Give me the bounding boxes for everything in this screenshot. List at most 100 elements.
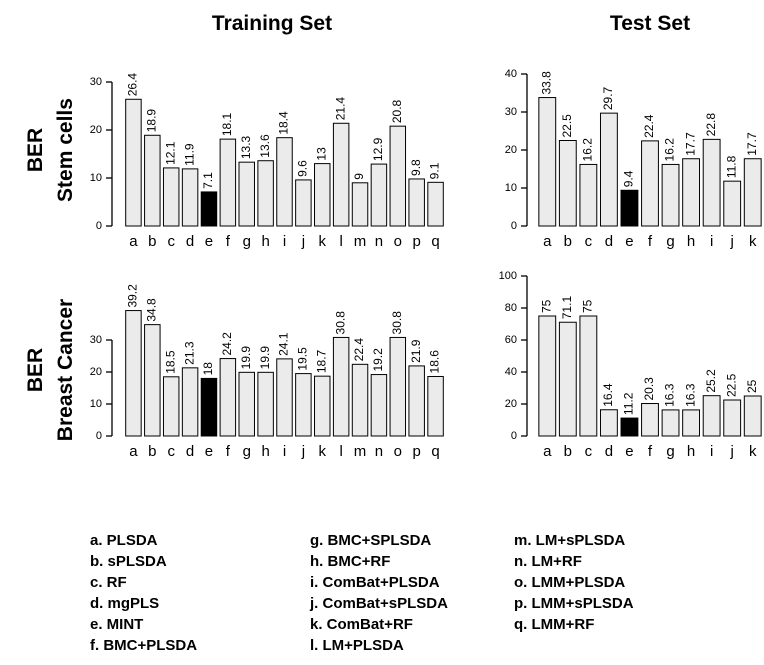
x-tick-label: a xyxy=(543,443,552,460)
row-title: BER xyxy=(24,128,47,172)
bar xyxy=(162,376,180,437)
value-label: 20.8 xyxy=(390,99,404,123)
bar xyxy=(125,98,142,227)
value-label: 16.3 xyxy=(663,383,677,407)
x-tick-label: c xyxy=(585,443,593,460)
value-label: 16.4 xyxy=(601,383,615,407)
legend-item: h. BMC+RF xyxy=(310,553,390,570)
x-tick-label: j xyxy=(730,233,734,250)
y-tick-label: 30 xyxy=(90,76,102,88)
value-label: 26.4 xyxy=(126,73,140,97)
value-label: 13.3 xyxy=(239,135,253,159)
bar xyxy=(599,409,618,437)
x-tick-label: c xyxy=(585,233,593,250)
x-tick-label: j xyxy=(301,443,305,460)
x-tick-label: m xyxy=(354,233,367,250)
x-tick-label: j xyxy=(730,443,734,460)
bar xyxy=(238,161,255,227)
value-label: 9.8 xyxy=(409,159,423,176)
value-label: 18.5 xyxy=(163,350,177,374)
bar xyxy=(389,125,407,227)
x-tick-label: p xyxy=(413,233,421,250)
legend-item: o. LMM+PLSDA xyxy=(514,574,625,591)
x-tick-label: k xyxy=(319,443,327,460)
row-subtitle: Breast Cancer xyxy=(54,299,77,441)
bar xyxy=(723,399,742,437)
bar xyxy=(389,336,407,437)
value-label: 18.1 xyxy=(220,112,234,136)
bar xyxy=(295,179,312,227)
value-label: 30.8 xyxy=(390,311,404,335)
legend-item: j. ComBat+sPLSDA xyxy=(309,595,448,612)
x-tick-label: i xyxy=(283,443,286,460)
x-tick-label: m xyxy=(354,443,367,460)
legend-item: l. LM+PLSDA xyxy=(310,637,404,654)
y-tick-label: 40 xyxy=(505,366,517,378)
bar xyxy=(427,181,444,227)
value-label: 71.1 xyxy=(560,296,574,320)
x-tick-label: b xyxy=(564,443,572,460)
bar xyxy=(219,358,237,437)
x-tick-label: h xyxy=(687,443,695,460)
y-tick-label: 30 xyxy=(90,334,102,346)
bar xyxy=(538,315,557,437)
legend-item: b. sPLSDA xyxy=(90,553,167,570)
bar xyxy=(181,367,199,437)
value-label: 11.9 xyxy=(182,143,196,166)
x-tick-label: k xyxy=(749,233,757,250)
bar xyxy=(427,375,444,437)
value-label: 12.1 xyxy=(163,141,177,165)
value-label: 18 xyxy=(201,362,215,376)
value-label: 16.2 xyxy=(581,138,595,162)
value-label: 30.8 xyxy=(333,311,347,335)
bar xyxy=(579,315,598,437)
value-label: 24.2 xyxy=(220,332,234,356)
value-label: 9.6 xyxy=(296,160,310,177)
x-tick-label: d xyxy=(186,443,194,460)
x-tick-label: d xyxy=(186,233,194,250)
bar xyxy=(144,324,161,437)
x-tick-label: d xyxy=(605,233,613,250)
value-label: 13 xyxy=(314,147,328,161)
x-tick-label: h xyxy=(687,233,695,250)
bar xyxy=(200,377,218,437)
bar xyxy=(332,336,350,437)
x-tick-label: e xyxy=(625,233,633,250)
y-tick-label: 10 xyxy=(505,182,517,194)
value-label: 21.4 xyxy=(333,97,347,121)
value-label: 39.2 xyxy=(126,284,140,308)
value-label: 34.8 xyxy=(144,298,158,322)
x-tick-label: n xyxy=(375,443,383,460)
x-tick-label: n xyxy=(375,233,383,250)
value-label: 11.2 xyxy=(622,392,636,415)
x-tick-label: g xyxy=(666,233,674,250)
x-tick-label: f xyxy=(226,233,231,250)
value-label: 75 xyxy=(581,299,595,313)
y-tick-label: 20 xyxy=(505,398,517,410)
bar xyxy=(351,363,369,437)
x-tick-label: i xyxy=(283,233,286,250)
value-label: 75 xyxy=(539,299,553,313)
bar xyxy=(257,371,274,437)
y-tick-label: 20 xyxy=(90,124,102,136)
y-tick-label: 0 xyxy=(96,220,102,232)
bar xyxy=(276,358,293,437)
x-tick-label: b xyxy=(148,233,156,250)
x-tick-label: b xyxy=(148,443,156,460)
x-tick-label: j xyxy=(301,233,305,250)
x-tick-label: f xyxy=(648,233,653,250)
x-tick-label: k xyxy=(319,233,327,250)
legend-item: c. RF xyxy=(90,574,127,591)
value-label: 7.1 xyxy=(201,172,215,189)
bar xyxy=(743,158,762,227)
bar xyxy=(351,182,369,227)
value-label: 16.2 xyxy=(663,138,677,162)
x-tick-label: c xyxy=(167,233,175,250)
bar xyxy=(538,97,557,227)
bar xyxy=(238,371,255,437)
x-tick-label: d xyxy=(605,443,613,460)
value-label: 18.7 xyxy=(314,349,328,373)
y-tick-label: 20 xyxy=(90,366,102,378)
value-label: 22.8 xyxy=(704,113,718,137)
bar xyxy=(408,365,425,437)
